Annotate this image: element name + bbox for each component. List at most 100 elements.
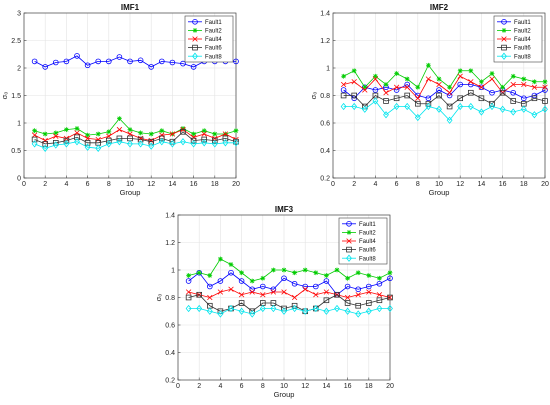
- series-line-fault6: [188, 294, 391, 312]
- data-point-fault4: [260, 292, 266, 298]
- data-point-fault6: [542, 98, 548, 104]
- legend-marker-fault4: [501, 36, 507, 42]
- data-point-fault1: [84, 62, 91, 69]
- x-tick-label: 4: [373, 181, 377, 188]
- data-point-fault4: [521, 81, 527, 88]
- data-point-fault6: [344, 300, 351, 306]
- legend-label-fault4: Fault4: [514, 37, 531, 43]
- legend-marker-fault6: [192, 44, 198, 51]
- data-point-fault6: [158, 135, 165, 142]
- data-point-fault8: [334, 304, 340, 313]
- data-point-fault8: [312, 304, 319, 313]
- legend-label-fault1: Fault1: [359, 222, 376, 228]
- legend-label-fault2: Fault2: [359, 231, 376, 237]
- data-point-fault4: [249, 289, 255, 295]
- data-point-fault2: [260, 275, 266, 281]
- data-point-fault8: [238, 307, 245, 315]
- x-tick-label: 6: [86, 181, 90, 188]
- data-point-fault6: [351, 92, 357, 99]
- data-point-fault2: [233, 128, 239, 134]
- data-point-fault6: [211, 137, 218, 144]
- x-axis-label: Group: [120, 188, 141, 197]
- data-point-fault1: [190, 64, 197, 70]
- x-tick-label: 12: [147, 181, 155, 188]
- data-point-fault4: [323, 289, 330, 295]
- data-point-fault2: [64, 127, 69, 132]
- legend-label-fault1: Fault1: [205, 20, 222, 26]
- data-point-fault8: [52, 141, 59, 149]
- data-point-fault8: [201, 139, 208, 147]
- y-tick-label: 2.5: [11, 38, 21, 45]
- data-point-fault2: [85, 132, 90, 138]
- data-point-fault2: [415, 84, 421, 90]
- data-point-fault2: [180, 126, 186, 131]
- data-point-fault6: [383, 98, 389, 104]
- data-point-fault1: [52, 59, 59, 66]
- data-point-fault1: [74, 53, 80, 59]
- y-tick-label: 1.4: [320, 10, 330, 17]
- data-point-fault2: [510, 73, 516, 79]
- y-tick-label: 2: [17, 65, 21, 72]
- data-point-fault4: [489, 76, 495, 82]
- data-point-fault2: [207, 273, 213, 278]
- data-point-fault1: [436, 87, 442, 93]
- data-point-fault4: [344, 294, 351, 301]
- data-point-fault8: [531, 111, 538, 119]
- data-point-fault6: [365, 300, 372, 306]
- data-point-fault8: [446, 116, 453, 124]
- data-point-fault8: [302, 307, 309, 315]
- series-line-fault1: [34, 55, 236, 68]
- data-point-fault8: [425, 102, 432, 111]
- data-point-fault2: [281, 267, 287, 273]
- data-point-fault1: [365, 283, 372, 290]
- data-point-fault1: [425, 95, 432, 102]
- x-tick-label: 2: [197, 383, 201, 390]
- data-point-fault1: [376, 280, 383, 287]
- data-point-fault2: [373, 73, 378, 79]
- data-point-fault2: [292, 270, 297, 276]
- data-point-fault1: [387, 275, 393, 282]
- data-point-fault6: [74, 134, 80, 141]
- x-tick-label: 20: [386, 383, 394, 390]
- legend-label-fault6: Fault6: [359, 248, 376, 254]
- data-point-fault4: [42, 137, 48, 144]
- data-point-fault1: [137, 57, 144, 64]
- chart-panel-imf2: 0 2 4 6 8 10 12 14 16 18 20 0.2 0.4 0.6 0.8 1 1.2 1.4 IMF2…: [309, 3, 549, 197]
- data-point-fault6: [63, 137, 70, 144]
- data-point-fault2: [127, 127, 133, 132]
- data-point-fault2: [106, 129, 112, 135]
- data-point-fault4: [457, 73, 463, 79]
- data-point-fault8: [489, 102, 495, 111]
- data-point-fault8: [158, 138, 165, 146]
- data-point-fault4: [446, 90, 453, 96]
- data-point-fault4: [372, 76, 379, 82]
- data-point-fault2: [355, 270, 361, 276]
- data-point-fault2: [186, 273, 191, 278]
- data-point-fault6: [84, 139, 91, 146]
- chart-panel-imf3: 0 2 4 6 8 10 12 14 16 18 20 0.2 0.4 0.6 0.8 1 1.2 1.4 IMF3…: [154, 205, 394, 399]
- chart-title: IMF1: [121, 3, 140, 12]
- data-point-fault2: [383, 82, 389, 87]
- data-point-fault1: [31, 58, 38, 65]
- x-axis-label: Group: [429, 188, 450, 197]
- data-point-fault2: [313, 270, 319, 276]
- x-tick-label: 6: [395, 181, 399, 188]
- data-point-fault1: [185, 278, 192, 284]
- legend-label-fault2: Fault2: [514, 29, 531, 35]
- legend-marker-fault8: [501, 52, 507, 60]
- data-point-fault8: [393, 102, 400, 111]
- data-point-fault4: [425, 76, 432, 82]
- data-point-fault8: [95, 144, 102, 152]
- x-tick-label: 10: [435, 181, 443, 188]
- y-tick-label: 0.5: [11, 148, 21, 155]
- data-point-fault8: [467, 102, 474, 111]
- data-point-fault4: [383, 90, 389, 96]
- data-point-fault8: [211, 140, 218, 148]
- data-point-fault6: [106, 137, 112, 144]
- data-point-fault2: [117, 116, 122, 121]
- data-point-fault2: [218, 256, 223, 262]
- data-point-fault8: [351, 102, 358, 111]
- x-axis-label: Group: [274, 390, 295, 399]
- data-point-fault8: [404, 102, 411, 111]
